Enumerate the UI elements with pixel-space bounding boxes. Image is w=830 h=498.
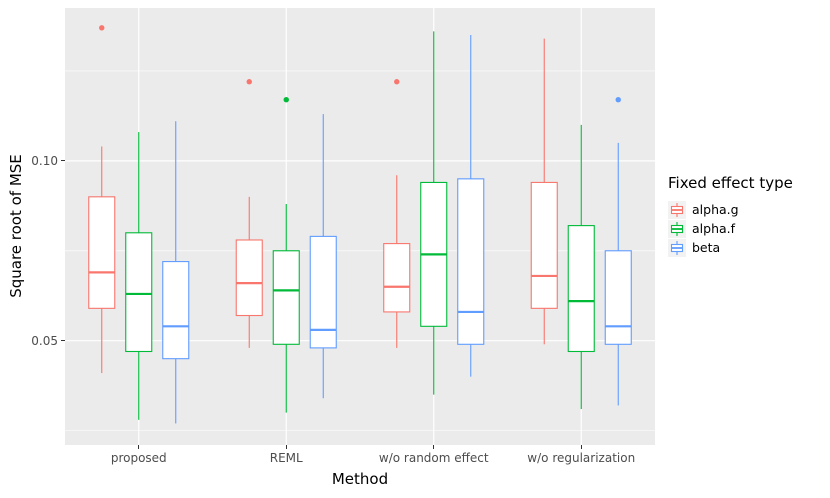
legend-entry-label: beta — [692, 240, 721, 255]
x-tick-mark — [138, 445, 140, 449]
y-axis-title: Square root of MSE — [7, 154, 25, 298]
outlier-point — [246, 79, 252, 85]
box-beta-REML — [309, 114, 337, 399]
box-alpha.g-w-o-random-effect — [383, 79, 411, 348]
x-tick-mark — [285, 445, 287, 449]
iqr-box — [530, 181, 558, 309]
legend-entries: alpha.g alpha.f beta — [668, 200, 793, 257]
box-alpha.f-REML — [272, 97, 300, 413]
legend-key-boxplot-icon — [668, 238, 686, 257]
iqr-box — [88, 196, 116, 309]
box-beta-w-o-regularization — [604, 97, 632, 406]
legend-entry-label: alpha.g — [692, 202, 739, 217]
y-tick-mark — [61, 340, 65, 342]
outlier-point — [394, 79, 400, 85]
y-tick-label: 0.05 — [31, 333, 58, 348]
box-alpha.f-w-o-random-effect — [420, 31, 448, 395]
y-tick-label: 0.10 — [31, 153, 58, 168]
legend-key-boxplot-icon — [668, 200, 686, 219]
x-axis-title: Method — [331, 470, 389, 488]
iqr-box — [125, 232, 153, 353]
iqr-box — [235, 239, 263, 317]
box-alpha.f-w-o-regularization — [567, 124, 595, 410]
legend-entry-label: alpha.f — [692, 221, 736, 236]
box-alpha.g-REML — [235, 79, 263, 348]
outlier-point — [99, 25, 105, 31]
iqr-box — [457, 178, 485, 345]
x-tick-mark — [580, 445, 582, 449]
legend: Fixed effect type alpha.g alpha.f beta — [668, 174, 793, 257]
iqr-box — [604, 250, 632, 345]
box-beta-w-o-random-effect — [457, 34, 485, 377]
y-tick-mark — [61, 160, 65, 162]
box-beta-proposed — [162, 121, 190, 424]
outlier-point — [615, 97, 621, 103]
iqr-box — [567, 225, 595, 353]
plot-canvas — [65, 8, 655, 445]
plot-panel — [65, 8, 655, 445]
iqr-box — [383, 243, 411, 313]
iqr-box — [309, 235, 337, 349]
x-tick-label: w/o regularization — [527, 451, 636, 465]
legend-entry-alpha-g: alpha.g — [668, 200, 793, 219]
legend-key-boxplot-icon — [668, 219, 686, 238]
outlier-point — [283, 97, 289, 103]
x-tick-label: proposed — [110, 451, 167, 465]
legend-title: Fixed effect type — [668, 174, 793, 192]
box-alpha.g-proposed — [88, 25, 116, 374]
legend-entry-alpha-f: alpha.f — [668, 219, 793, 238]
legend-entry-beta: beta — [668, 238, 793, 257]
box-alpha.g-w-o-regularization — [530, 38, 558, 345]
box-alpha.f-proposed — [125, 132, 153, 420]
x-tick-mark — [433, 445, 435, 449]
x-tick-label: REML — [269, 451, 303, 465]
x-tick-label: w/o random effect — [378, 451, 489, 465]
iqr-box — [162, 261, 190, 360]
iqr-box — [272, 250, 300, 345]
